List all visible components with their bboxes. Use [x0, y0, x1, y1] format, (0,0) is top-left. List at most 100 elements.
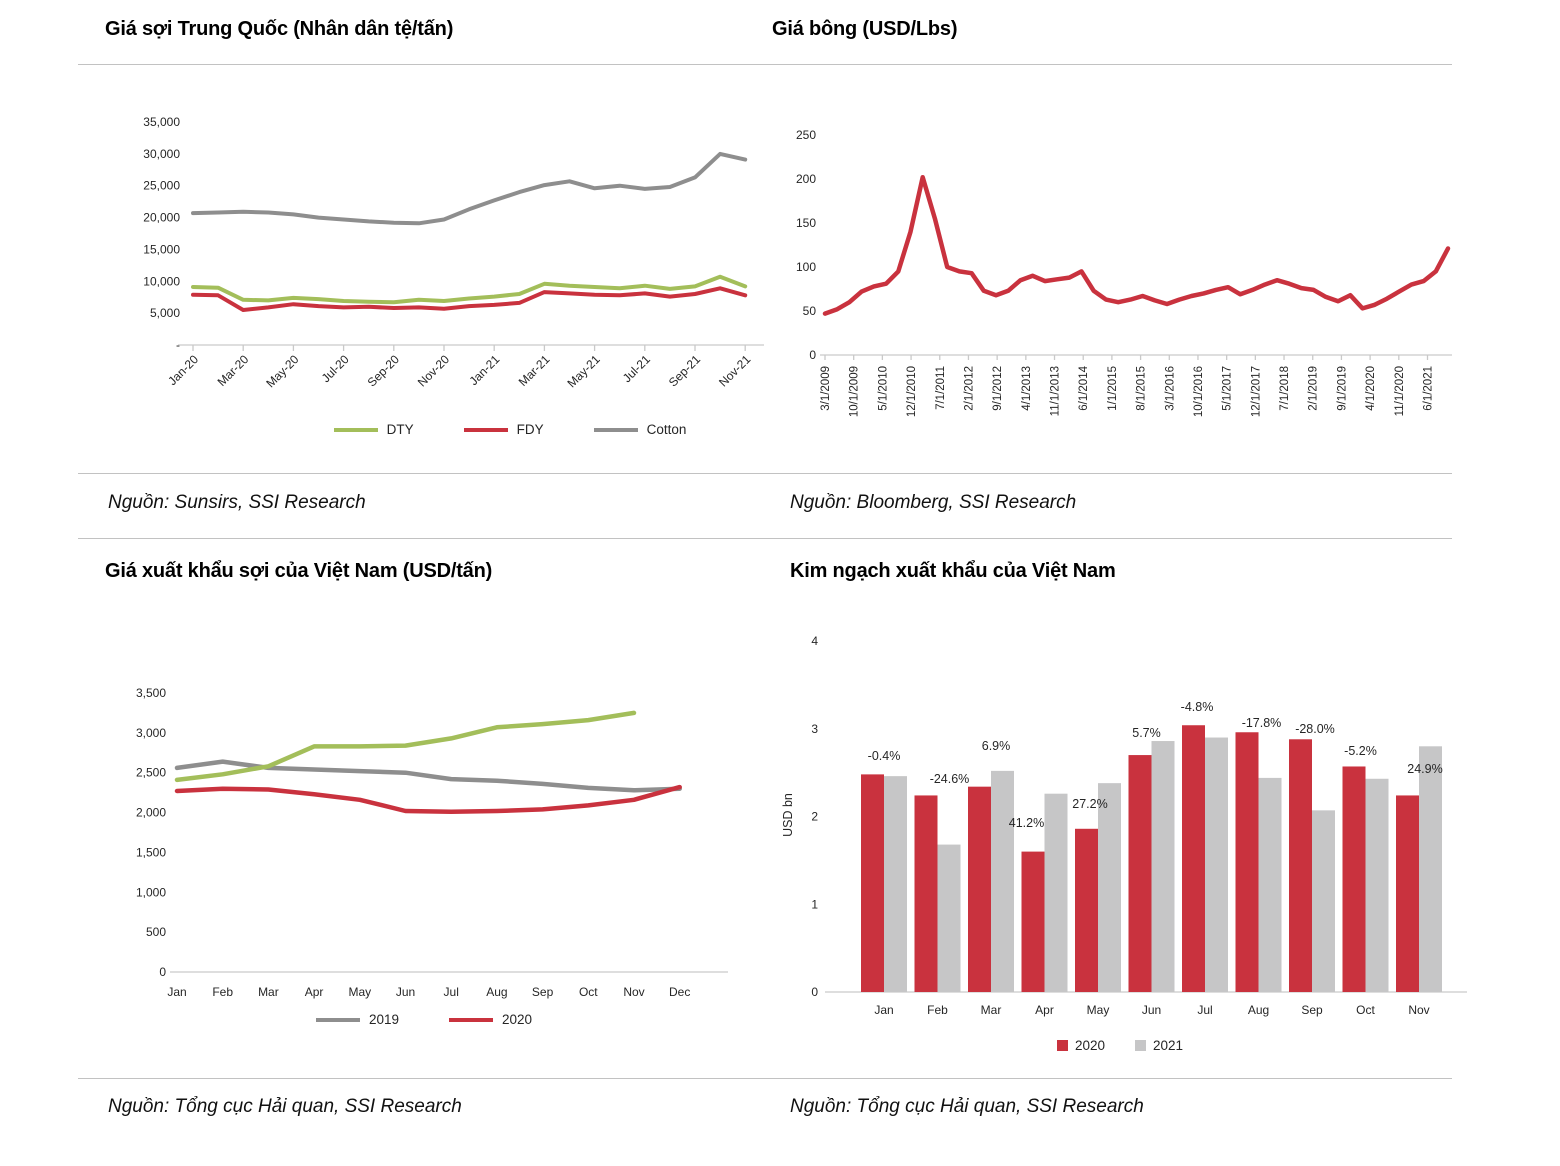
- x-tick-label: 3/1/2009: [820, 366, 832, 411]
- x-tick-label: Jan: [167, 985, 186, 999]
- y-tick-label: 50: [803, 304, 817, 318]
- legend-item-bar-2020: 2020: [1056, 1038, 1105, 1053]
- bar-2021-Jan: [884, 776, 907, 992]
- divider: [78, 1078, 1452, 1079]
- bar-2021-Feb: [937, 844, 961, 992]
- x-tick-label: Mar: [981, 1003, 1002, 1017]
- x-tick-label: Aug: [486, 985, 507, 999]
- x-tick-label: 11/1/2013: [1050, 366, 1062, 416]
- x-tick-label: Jan: [874, 1003, 893, 1017]
- x-tick-label: 7/1/2011: [935, 366, 947, 410]
- growth-label-May: 27.2%: [1072, 797, 1107, 811]
- panel-title-cotton-price: Giá bông (USD/Lbs): [772, 18, 958, 40]
- x-tick-label: May: [1087, 1003, 1110, 1017]
- panel-title-china-yarn-price: Giá sợi Trung Quốc (Nhân dân tệ/tấn): [105, 18, 454, 40]
- x-tick-label: Jul-21: [620, 352, 653, 385]
- x-tick-label: May-21: [565, 352, 603, 390]
- bar-2020-Jul: [1182, 725, 1205, 992]
- y-tick-label: 0: [811, 985, 818, 999]
- legend-china-yarn: DTY FDY Cotton: [250, 422, 770, 437]
- y-tick-label: 1,000: [136, 885, 166, 899]
- bar-2021-Oct: [1365, 778, 1389, 992]
- line-2020: [174, 784, 682, 815]
- y-tick-label: 250: [796, 128, 816, 142]
- bar-2021-Jul: [1205, 737, 1228, 992]
- y-tick-label: 25,000: [143, 179, 180, 193]
- legend-item-2020: 2020: [449, 1012, 532, 1027]
- source-cotton-price: Nguồn: Bloomberg, SSI Research: [790, 492, 1077, 513]
- growth-label-Jun: 5.7%: [1132, 726, 1161, 740]
- bar-2021-Nov: [1419, 746, 1442, 992]
- y-tick-label: 1,500: [136, 845, 166, 859]
- x-tick-label: 1/1/2015: [1107, 366, 1119, 411]
- bar-2020-Nov: [1396, 795, 1419, 992]
- x-tick-label: 2/1/2019: [1308, 366, 1320, 411]
- bar-2021-Apr: [1044, 793, 1068, 992]
- cotton-line-swatch: [593, 427, 638, 432]
- x-tick-label: 5/1/2017: [1222, 366, 1234, 411]
- y-tick-label: 20,000: [143, 211, 180, 225]
- cotton-line: [191, 151, 748, 226]
- y-tick-label: 2,000: [136, 806, 166, 820]
- x-tick-label: Jul: [1197, 1003, 1212, 1017]
- x-tick-label: 12/1/2017: [1250, 366, 1262, 417]
- bar-2020-Oct: [1342, 766, 1366, 992]
- x-tick-label: Sep: [1301, 1003, 1323, 1017]
- legend-label-2020: 2020: [502, 1012, 533, 1027]
- y-tick-label: 3: [811, 722, 818, 736]
- divider: [78, 473, 1452, 474]
- bar-2020-Aug: [1235, 732, 1259, 992]
- x-tick-label: 9/1/2019: [1336, 366, 1348, 411]
- legend-item-dty: DTY: [333, 422, 414, 437]
- y-tick-label: 15,000: [143, 242, 180, 256]
- growth-label-Jul: -4.8%: [1181, 700, 1214, 714]
- y-tick-label: 10,000: [143, 274, 180, 288]
- panel-title-vn-export-turnover: Kim ngạch xuất khẩu của Việt Nam: [790, 560, 1116, 582]
- y-tick-label: 35,000: [143, 115, 180, 129]
- x-tick-label: May: [348, 985, 371, 999]
- y-tick-label: 200: [796, 172, 816, 186]
- growth-label-Oct: -5.2%: [1344, 744, 1377, 758]
- x-tick-label: Nov-20: [415, 352, 452, 389]
- y-tick-label: 2: [811, 810, 818, 824]
- y-tick-label: 0: [809, 348, 816, 362]
- y-tick-label: 3,500: [136, 686, 166, 700]
- x-tick-label: Dec: [669, 985, 690, 999]
- y-tick-label: 0: [159, 965, 166, 979]
- legend-item-bar-2021: 2021: [1135, 1038, 1183, 1053]
- x-tick-label: Oct: [579, 985, 598, 999]
- dty-legend-label: DTY: [386, 422, 414, 437]
- legend-item-2019: 2019: [315, 1012, 399, 1027]
- cotton-price-chart: 250 200 150 100 50 0 3/1/2009 10/1/2009 5/1/2010…: [796, 128, 1452, 417]
- x-tick-label: May-20: [263, 352, 301, 390]
- fdy-line-swatch: [463, 427, 508, 432]
- x-tick-label: 2/1/2012: [964, 366, 976, 411]
- x-tick-label: 5/1/2010: [877, 366, 889, 411]
- x-tick-label: Mar: [258, 985, 279, 999]
- x-tick-label: Jun: [396, 985, 415, 999]
- panel-title-vn-yarn-export-price: Giá xuất khẩu sợi của Việt Nam (USD/tấn): [105, 560, 493, 582]
- source-vn-yarn-export-price: Nguồn: Tổng cục Hải quan, SSI Research: [108, 1096, 462, 1117]
- y-tick-label: 100: [796, 260, 816, 274]
- bar-2020-Jan: [861, 774, 884, 992]
- bar-2020-Sep: [1289, 739, 1312, 992]
- x-tick-label: Mar-21: [516, 352, 553, 389]
- legend-vn-yarn-export-price: 2019 2020: [78, 1012, 770, 1027]
- growth-label-Feb: -24.6%: [930, 772, 970, 786]
- source-vn-export-turnover: Nguồn: Tổng cục Hải quan, SSI Research: [790, 1096, 1144, 1117]
- line-2019: [174, 759, 682, 793]
- x-tick-label: Apr: [1035, 1003, 1054, 1017]
- y-axis-label-usd-bn: USD bn: [781, 793, 795, 837]
- x-tick-label: Feb: [212, 985, 233, 999]
- x-tick-label: Jun: [1142, 1003, 1161, 1017]
- x-tick-label: Oct: [1356, 1003, 1375, 1017]
- legend-item-cotton: Cotton: [593, 422, 686, 437]
- y-tick-label: 4: [811, 634, 818, 648]
- y-tick-label: 1: [811, 897, 818, 911]
- x-tick-label: 10/1/2009: [849, 366, 861, 417]
- legend-vn-export-turnover: 2020 2021: [770, 1038, 1470, 1053]
- x-tick-label: Nov: [623, 985, 644, 999]
- source-china-yarn-price: Nguồn: Sunsirs, SSI Research: [108, 492, 366, 513]
